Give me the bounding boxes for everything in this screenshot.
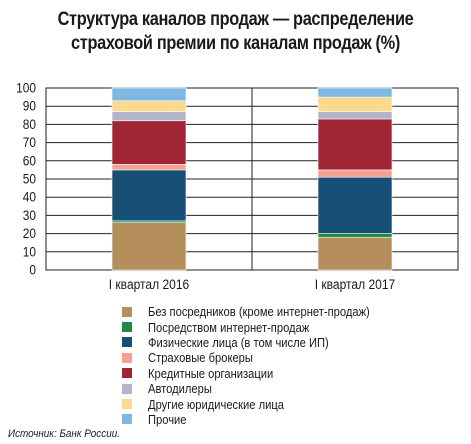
legend-swatch [122,399,132,410]
bar-segment-0-0 [111,222,187,271]
stacked-bar-chart: 0 10 20 30 40 50 60 70 80 90 100 I квартал 2016 I кв… [16,80,459,292]
legend-item: Посредством интернет-продаж [122,319,406,335]
legend-swatch [122,368,132,379]
legend-item: Страховые брокеры [122,350,406,365]
x-tick-label: I квартал 2016 [109,276,190,292]
legend-swatch [122,352,132,363]
legend-swatch [122,322,132,333]
y-tick-label: 80 [23,116,36,132]
y-tick-label: 100 [16,80,36,96]
chart-legend: Без посредников (кроме интернет-продаж) П… [122,304,406,427]
legend-swatch [122,306,132,317]
bar-segment-1-1 [317,233,393,238]
bar-segment-1-6 [317,96,393,112]
legend-label: Без посредников (кроме интернет-продаж) [148,304,370,320]
legend-swatch [122,337,132,348]
legend-label: Кредитные организации [148,365,274,381]
legend-label: Посредством интернет-продаж [148,319,310,335]
legend-label: Прочие [148,411,187,427]
y-tick-label: 10 [23,243,36,259]
y-tick-label: 60 [23,152,36,168]
bar-segment-1-5 [317,111,393,120]
legend-label: Другие юридические лица [148,396,285,412]
legend-item: Кредитные организации [122,366,406,381]
bar-segment-1-0 [317,236,393,271]
y-tick-label: 90 [23,98,36,114]
bar-segment-0-5 [111,111,187,122]
y-tick-label: 20 [23,225,36,241]
legend-label: Страховые брокеры [148,350,253,366]
bar-segment-0-6 [111,100,187,112]
bar-segment-1-4 [317,118,393,171]
bar-segment-0-3 [111,164,187,171]
y-tick-label: 0 [29,262,36,278]
legend-item: Без посредников (кроме интернет-продаж) [122,304,406,319]
legend-swatch [122,383,132,394]
chart-title: Структура каналов продаж — распределение… [57,9,414,54]
legend-item: Автодилеры [122,381,406,396]
y-tick-label: 30 [23,207,36,223]
legend-label: Автодилеры [148,381,212,397]
bar-segment-0-2 [111,169,187,222]
legend-item: Другие юридические лица [122,396,406,412]
legend-swatch [122,414,132,425]
legend-item: Прочие [122,412,406,427]
bar-segment-1-3 [317,169,393,178]
bar-segment-0-4 [111,120,187,165]
bar-segment-0-7 [111,87,187,102]
x-tick-label: I квартал 2017 [315,276,396,292]
y-tick-label: 50 [23,171,36,187]
legend-label: Физические лица (в том числе ИП) [148,334,329,350]
source-note: Источник: Банк России. [8,428,120,440]
bar-segment-1-7 [317,87,393,98]
y-tick-label: 40 [23,189,36,205]
bar-segment-1-2 [317,176,393,234]
y-tick-label: 70 [23,134,36,150]
legend-item: Физические лица (в том числе ИП) [122,335,406,350]
